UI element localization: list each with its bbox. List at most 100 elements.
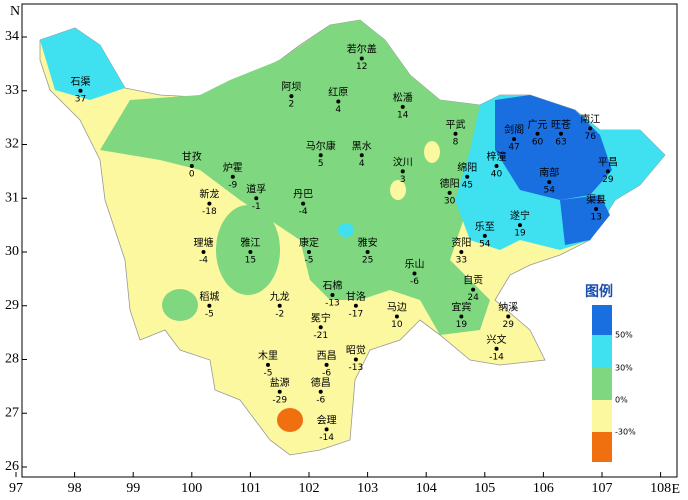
station-dot	[359, 153, 364, 158]
station-dot	[547, 180, 552, 185]
station-dot	[207, 201, 212, 206]
station-value: -14	[489, 352, 504, 362]
station-dot	[494, 164, 499, 168]
station-name: 平昌	[598, 156, 618, 168]
station-value: 3	[400, 175, 406, 185]
station-dot	[447, 190, 452, 195]
x-tick-label: 101	[240, 481, 261, 496]
y-tick-label: 28	[5, 352, 19, 367]
station-name: 康定	[299, 236, 319, 249]
station-dot	[301, 201, 306, 206]
station-name: 炉霍	[223, 162, 243, 174]
station-name: 纳溪	[498, 301, 518, 314]
station-dot	[400, 169, 405, 174]
station-value: 24	[467, 293, 479, 303]
station-name: 广元	[528, 119, 548, 131]
station-dot	[307, 250, 311, 254]
station-value: 8	[453, 137, 459, 147]
station-value: -14	[319, 433, 334, 443]
station-dot	[353, 357, 358, 362]
station-name: 马尔康	[306, 139, 336, 152]
station-value: -5	[305, 256, 314, 266]
station-name: 德昌	[311, 376, 331, 389]
station-name: 会理	[317, 413, 337, 426]
legend-swatch	[592, 368, 612, 400]
x-tick-label: 97	[9, 481, 23, 496]
station-value: 33	[456, 256, 467, 266]
legend: 图例	[585, 283, 613, 462]
station-dot	[558, 131, 563, 136]
station-value: 63	[555, 137, 566, 147]
station-dot	[588, 126, 593, 131]
station-name: 石渠	[70, 76, 90, 88]
station-dot	[353, 303, 358, 308]
station-dot	[248, 250, 253, 254]
station-value: -5	[205, 309, 214, 319]
station-value: -1	[252, 202, 261, 212]
station-name: 剑阁	[504, 123, 524, 136]
x-tick-label: 105	[474, 481, 495, 496]
station-dot	[512, 137, 517, 142]
legend-label: -30%	[615, 428, 636, 437]
station-value: -21	[313, 331, 328, 341]
station-value: 47	[508, 143, 519, 153]
station-value: 4	[359, 159, 365, 169]
station-value: -9	[228, 180, 237, 190]
station-dot	[318, 325, 323, 330]
station-name: 道孚	[246, 182, 266, 195]
station-name: 石棉	[322, 279, 342, 292]
station-dot	[78, 88, 83, 93]
station-value: 37	[75, 94, 86, 104]
x-tick-label: 106	[533, 481, 554, 496]
x-tick-label: 98	[68, 481, 82, 496]
legend-swatch	[592, 432, 612, 462]
station-dot	[289, 94, 294, 99]
legend-swatch	[592, 335, 612, 368]
region-above-50	[560, 195, 610, 245]
station-name: 雅江	[240, 236, 260, 249]
station-value: 10	[391, 320, 403, 330]
y-tick-label: 34	[5, 29, 19, 44]
station-value: 5	[318, 159, 324, 169]
station-value: 29	[602, 175, 614, 185]
x-tick-label: 100	[181, 481, 202, 496]
x-tick-label: 108	[650, 481, 671, 496]
station-name: 宜宾	[451, 301, 471, 314]
station-name: 兴文	[487, 333, 507, 346]
station-name: 平武	[446, 118, 466, 131]
station-value: -13	[349, 363, 364, 373]
station-value: 14	[397, 110, 409, 120]
y-tick-label: 26	[5, 459, 19, 474]
station-dot	[535, 131, 540, 136]
station-value: 15	[245, 256, 256, 266]
station-dot	[324, 362, 329, 367]
station-value: -6	[316, 395, 325, 405]
station-dot	[465, 174, 470, 179]
station-name: 甘孜	[182, 150, 202, 163]
station-value: 54	[479, 239, 491, 249]
station-value: 19	[456, 320, 468, 330]
station-value: 54	[544, 186, 556, 196]
station-name: 乐至	[475, 221, 495, 233]
station-dot	[207, 303, 212, 308]
y-tick-label: 33	[5, 83, 19, 98]
station-name: 稻城	[199, 291, 219, 303]
station-value: 40	[491, 170, 503, 180]
y-tick-label: 31	[5, 190, 19, 205]
station-name: 冕宁	[311, 311, 331, 324]
station-name: 梓潼	[487, 150, 507, 163]
legend-label: 0%	[615, 396, 628, 405]
station-name: 阿坝	[281, 81, 301, 93]
station-dot	[412, 271, 417, 276]
station-name: 若尔盖	[347, 43, 377, 56]
station-name: 渠县	[586, 194, 606, 206]
station-name: 红原	[328, 86, 348, 99]
station-name: 绵阳	[457, 161, 477, 174]
x-tick-label: 104	[416, 481, 437, 496]
station-dot	[189, 164, 194, 168]
region-30-50	[338, 223, 354, 237]
region-below-0	[390, 180, 406, 200]
station-dot	[365, 250, 370, 254]
y-axis-label: N	[10, 4, 20, 19]
station-value: 19	[514, 229, 526, 239]
